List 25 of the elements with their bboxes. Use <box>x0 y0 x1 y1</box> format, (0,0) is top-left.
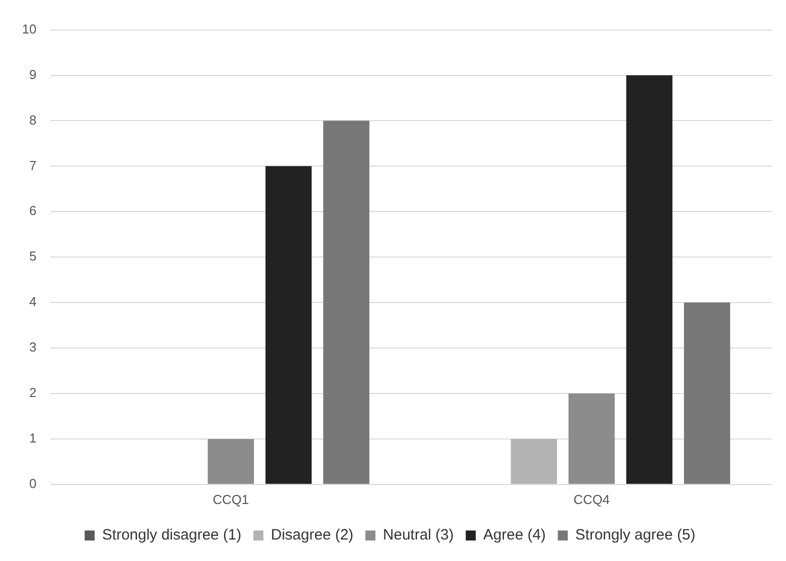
legend-label: Disagree (2) <box>270 526 354 544</box>
legend-label: Agree (4) <box>483 526 546 544</box>
bar <box>510 438 557 484</box>
y-tick-label: 10 <box>22 21 36 36</box>
legend-label: Neutral (3) <box>382 526 454 544</box>
y-tick-label: 5 <box>29 248 36 264</box>
legend-label: Strongly disagree (1) <box>102 526 242 544</box>
y-tick-label: 1 <box>29 430 36 446</box>
bar <box>323 120 370 484</box>
legend-label: Strongly agree (5) <box>575 526 696 544</box>
x-tick-label: CCQ1 <box>212 492 249 507</box>
bar <box>265 166 312 484</box>
y-tick-label: 7 <box>29 158 36 173</box>
bar <box>626 75 672 484</box>
y-tick-label: 2 <box>29 385 36 400</box>
bar <box>568 393 615 484</box>
y-tick-label: 8 <box>29 112 36 128</box>
y-tick-label: 4 <box>29 294 36 310</box>
y-tick-label: 9 <box>29 66 36 82</box>
bar <box>684 302 730 484</box>
bar <box>208 438 254 484</box>
y-tick-label: 0 <box>29 476 36 491</box>
y-tick-label: 3 <box>29 340 36 355</box>
y-tick-label: 6 <box>29 203 36 218</box>
x-tick-label: CCQ4 <box>574 492 610 507</box>
